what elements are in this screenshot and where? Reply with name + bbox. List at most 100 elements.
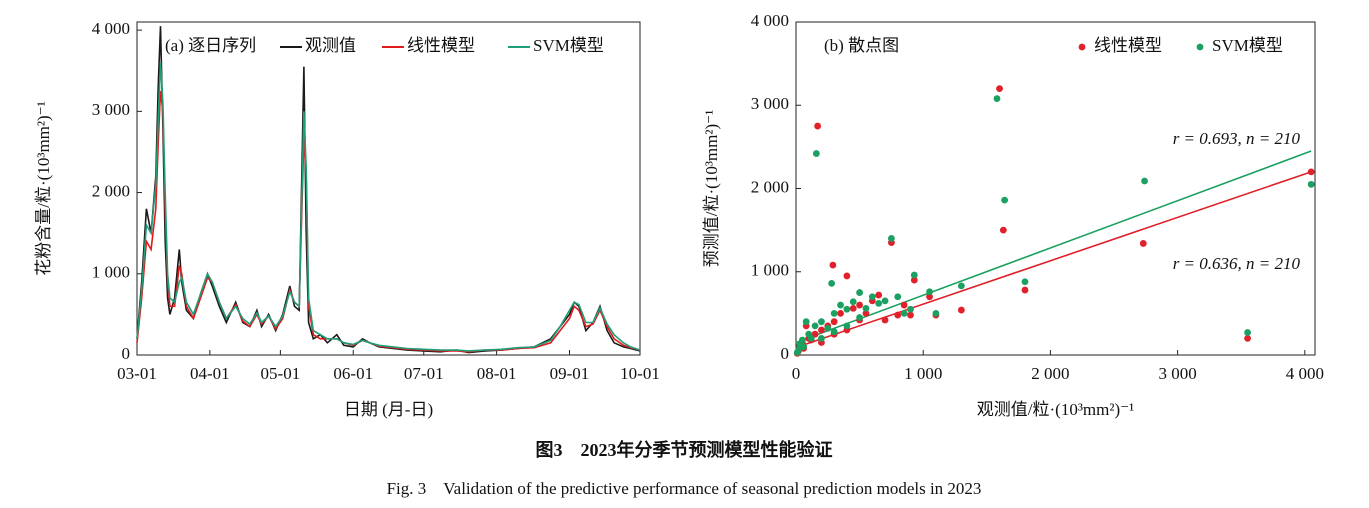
- x-tick-label: 04-01: [190, 364, 230, 383]
- scatter-point: [849, 298, 857, 306]
- scatter-point: [957, 306, 965, 314]
- scatter-point: [802, 318, 810, 326]
- scatter-point: [910, 271, 918, 279]
- legend-label: SVM模型: [1212, 36, 1283, 55]
- scatter-point: [856, 314, 864, 321]
- scatter-point: [957, 282, 965, 290]
- scatter-point: [830, 328, 838, 336]
- scatter-point: [881, 297, 889, 305]
- scatter-point: [793, 349, 801, 356]
- y-axis-label: 预测值/粒·(10³mm²)⁻¹: [702, 110, 721, 267]
- plot-frame: [136, 21, 641, 356]
- y-tick-label: 1 000: [92, 263, 130, 282]
- y-tick-label: 4 000: [751, 11, 789, 30]
- scatter-point: [881, 316, 889, 324]
- scatter-point: [828, 280, 836, 287]
- scatter-point: [907, 305, 914, 313]
- scatter-point: [1021, 286, 1029, 294]
- x-tick-label: 3 000: [1158, 364, 1196, 383]
- scatter-point: [888, 235, 895, 242]
- scatter-point: [875, 299, 883, 307]
- y-tick-label: 3 000: [92, 100, 130, 119]
- fit-label: r = 0.693, n = 210: [1173, 129, 1301, 148]
- scatter-point: [1141, 177, 1148, 185]
- scatter-point: [868, 293, 876, 301]
- x-tick-label: 10-01: [620, 364, 660, 383]
- scatter-point: [1021, 278, 1029, 286]
- scatter-point: [798, 336, 806, 344]
- legend-marker: [1078, 43, 1086, 51]
- scatter-point: [1244, 334, 1251, 342]
- scatter-point: [843, 305, 851, 313]
- scatter-point: [800, 343, 808, 351]
- y-tick-label: 0: [122, 344, 131, 363]
- scatter-point: [837, 301, 844, 309]
- scatter-point: [814, 122, 822, 130]
- x-tick-label: 08-01: [477, 364, 517, 383]
- scatter-point: [932, 309, 940, 317]
- scatter-point: [1307, 168, 1315, 176]
- legend-label: SVM模型: [533, 36, 604, 55]
- y-tick-label: 2 000: [751, 177, 789, 196]
- scatter-point: [824, 324, 832, 332]
- y-tick-label: 0: [781, 344, 790, 363]
- scatter-point: [900, 309, 908, 317]
- y-tick-label: 3 000: [751, 94, 789, 113]
- scatter-point: [818, 334, 825, 342]
- caption-zh: 图3 2023年分季节预测模型性能验证: [536, 439, 833, 460]
- scatter-point: [818, 326, 825, 334]
- scatter-point: [856, 301, 864, 309]
- y-axis-label: 花粉含量/粒·(10³mm²)⁻¹: [34, 101, 53, 275]
- scatter-point: [907, 311, 914, 319]
- caption-en: Fig. 3 Validation of the predictive perf…: [387, 479, 982, 498]
- legend-marker: [1196, 43, 1204, 51]
- fit-label: r = 0.636, n = 210: [1173, 254, 1301, 273]
- scatter-point: [862, 304, 870, 312]
- x-tick-label: 1 000: [904, 364, 942, 383]
- scatter-point: [894, 311, 902, 319]
- x-axis-label: 日期 (月-日): [344, 400, 433, 419]
- y-tick-label: 2 000: [92, 181, 130, 200]
- x-tick-label: 07-01: [404, 364, 444, 383]
- x-tick-label: 4 000: [1286, 364, 1324, 383]
- scatter-point: [993, 95, 1001, 102]
- panel-title: (b) 散点图: [824, 36, 899, 55]
- scatter-point: [996, 85, 1003, 92]
- scatter-point: [1244, 329, 1251, 336]
- scatter-point: [830, 309, 838, 317]
- x-tick-label: 0: [792, 364, 801, 383]
- y-tick-label: 4 000: [92, 19, 130, 38]
- scatter-point: [999, 226, 1007, 234]
- legend-label: 线性模型: [407, 36, 475, 55]
- scatter-point: [837, 309, 844, 317]
- x-tick-label: 06-01: [333, 364, 373, 383]
- scatter-point: [1001, 196, 1009, 204]
- scatter-point: [926, 288, 933, 296]
- legend-label: 线性模型: [1094, 36, 1162, 55]
- x-tick-label: 09-01: [550, 364, 590, 383]
- x-axis-label: 观测值/粒·(10³mm²)⁻¹: [977, 400, 1134, 419]
- panel-title: (a) 逐日序列: [165, 36, 256, 55]
- scatter-point: [894, 293, 902, 301]
- x-tick-label: 03-01: [117, 364, 157, 383]
- plot-frame: [795, 21, 1316, 356]
- scatter-point: [856, 289, 864, 296]
- x-tick-label: 2 000: [1031, 364, 1069, 383]
- scatter-point: [843, 272, 851, 280]
- legend-label: 观测值: [305, 36, 356, 55]
- scatter-point: [811, 322, 819, 330]
- x-tick-label: 05-01: [261, 364, 301, 383]
- scatter-point: [1307, 180, 1315, 188]
- scatter-point: [910, 276, 918, 284]
- scatter-point: [862, 309, 870, 317]
- scatter-point: [812, 150, 820, 157]
- y-tick-label: 1 000: [751, 261, 789, 280]
- series-line: [136, 90, 641, 353]
- scatter-point: [900, 301, 908, 309]
- scatter-point: [830, 318, 838, 326]
- scatter-point: [926, 293, 933, 301]
- scatter-point: [875, 291, 883, 299]
- scatter-point: [807, 334, 815, 342]
- series-line: [136, 26, 641, 354]
